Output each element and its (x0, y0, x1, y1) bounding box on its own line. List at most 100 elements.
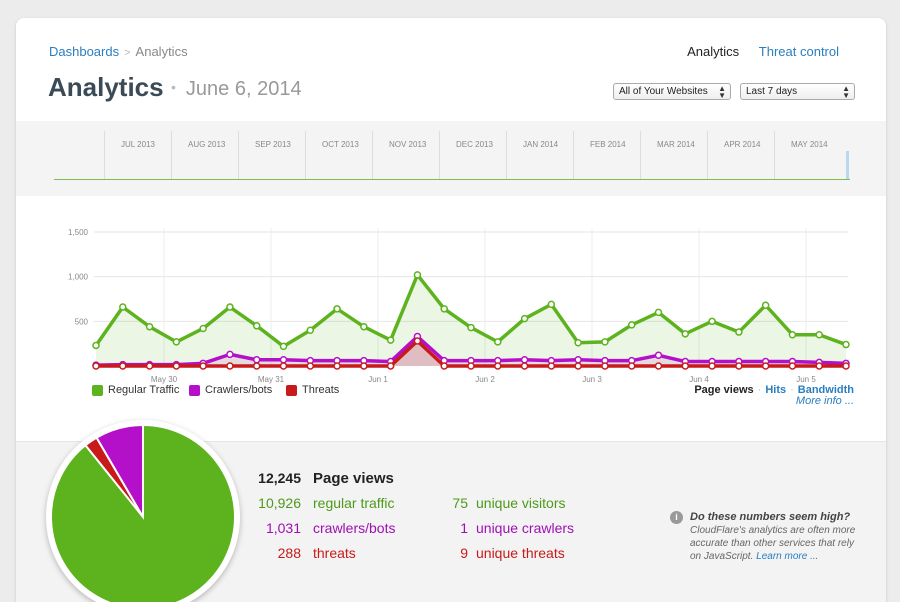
select-arrows-icon: ▲ ▼ (842, 84, 850, 100)
timeline-month-label: APR 2014 (724, 140, 761, 149)
y-tick-label: 1,500 (68, 228, 89, 237)
data-point (413, 271, 422, 279)
y-tick-label: 500 (75, 317, 89, 326)
tab-threat-control[interactable]: Threat control (758, 44, 839, 59)
data-point (547, 300, 556, 309)
data-point (252, 322, 261, 330)
data-point (574, 362, 582, 370)
data-point (735, 362, 743, 370)
timeline-tick (104, 131, 105, 179)
traffic-chart: 500 1,000 1,500 May 30 May 31 Jun 1 Jun 2 Jun 3… (16, 196, 886, 441)
data-point (708, 317, 716, 326)
range-select[interactable]: Last 7 days ▲ ▼ (740, 83, 855, 100)
data-point (333, 305, 341, 313)
data-point (681, 362, 690, 370)
traffic-pie-chart (46, 420, 240, 602)
website-select-value: All of Your Websites (619, 86, 708, 97)
data-point (172, 362, 181, 370)
page-title: Analytics (48, 72, 164, 102)
learn-more-link[interactable]: Learn more ... (756, 551, 819, 562)
data-point (119, 362, 127, 370)
data-point (494, 338, 502, 346)
metric-tab-sep: · (757, 384, 762, 396)
data-point (199, 324, 207, 333)
data-point (360, 322, 368, 331)
note-heading: Do these numbers seem high? (690, 511, 851, 523)
data-point (520, 362, 529, 370)
date-dot: • (171, 79, 176, 95)
metric-tab-hits[interactable]: Hits (765, 384, 787, 396)
data-point (145, 322, 154, 331)
data-point (440, 305, 448, 313)
stat-unique-visitors-value: 75 (452, 495, 468, 511)
page-date-wrap: • June 6, 2014 (171, 78, 302, 101)
timeline-month-label: OCT 2013 (322, 140, 359, 149)
data-point (226, 303, 234, 311)
stat-crawlers-value: 1,031 (265, 520, 301, 536)
timeline-baseline (54, 179, 850, 180)
data-point (842, 362, 850, 370)
data-point (92, 341, 100, 350)
traffic-pie-svg (50, 423, 236, 602)
timeline-month-label: MAR 2014 (657, 140, 695, 149)
data-point (413, 337, 422, 345)
timeline-month-label: SEP 2013 (255, 140, 291, 149)
metric-tab-bandwidth[interactable]: Bandwidth (797, 384, 854, 396)
data-point (494, 362, 502, 370)
numbers-note: i Do these numbers seem high? CloudFlare… (670, 511, 866, 563)
data-point (654, 351, 663, 360)
data-point (440, 362, 448, 370)
data-point (386, 336, 395, 344)
pie-slice-2 (50, 423, 236, 602)
timeline-tick (305, 131, 306, 179)
stat-total-value: 12,245 (258, 470, 301, 486)
data-point (842, 340, 850, 349)
data-point (681, 330, 690, 338)
stat-unique-visitors-label: unique visitors (476, 495, 566, 511)
breadcrumb: Dashboards > Analytics (49, 44, 188, 59)
data-point (92, 362, 100, 370)
data-point (627, 321, 636, 329)
x-tick-label: Jun 2 (475, 375, 495, 384)
data-point (119, 303, 127, 311)
breadcrumb-current: Analytics (135, 44, 188, 59)
x-tick-label: May 31 (258, 375, 285, 384)
data-point (252, 362, 261, 370)
stat-unique-threats-value: 9 (460, 545, 468, 561)
metric-tab-page-views[interactable]: Page views (694, 384, 754, 396)
breadcrumb-dashboards-link[interactable]: Dashboards (49, 44, 120, 59)
page-date: June 6, 2014 (185, 78, 302, 100)
stat-unique-threats-label: unique threats (476, 545, 565, 561)
website-select[interactable]: All of Your Websites ▲ ▼ (613, 83, 731, 100)
data-point (815, 362, 823, 370)
more-info-link[interactable]: More info ... (795, 395, 854, 407)
data-point (547, 362, 556, 370)
data-point (333, 362, 341, 370)
data-point (788, 330, 797, 339)
x-tick-label: Jun 5 (796, 375, 816, 384)
data-point (654, 308, 663, 317)
data-point (279, 355, 288, 364)
top-nav: Analytics Threat control (671, 44, 839, 59)
timeline-handle[interactable] (846, 151, 849, 179)
timeline-tick (707, 131, 708, 179)
data-point (627, 362, 636, 370)
stat-threats-value: 288 (277, 545, 301, 561)
data-point (467, 362, 475, 370)
data-point (601, 362, 609, 370)
y-tick-label: 1,000 (68, 273, 89, 282)
stat-crawlers-label: crawlers/bots (313, 520, 396, 536)
legend-crawlers-label: Crawlers/bots (205, 384, 273, 396)
traffic-chart-svg: 500 1,000 1,500 May 30 May 31 Jun 1 Jun 2 Jun 3… (68, 228, 850, 384)
stat-unique-crawlers-value: 1 (460, 520, 468, 536)
data-point (708, 362, 716, 370)
data-point (279, 362, 288, 370)
timeline-tick (774, 131, 775, 179)
data-point (386, 362, 395, 370)
tab-analytics[interactable]: Analytics (687, 44, 740, 59)
legend-regular-swatch (92, 385, 103, 396)
timeline-month-label: AUG 2013 (188, 140, 226, 149)
range-select-value: Last 7 days (746, 86, 798, 97)
data-point (199, 362, 207, 370)
timeline-scrubber[interactable]: JUL 2013 AUG 2013 SEP 2013 OCT 2013 NOV 2013… (16, 121, 886, 196)
